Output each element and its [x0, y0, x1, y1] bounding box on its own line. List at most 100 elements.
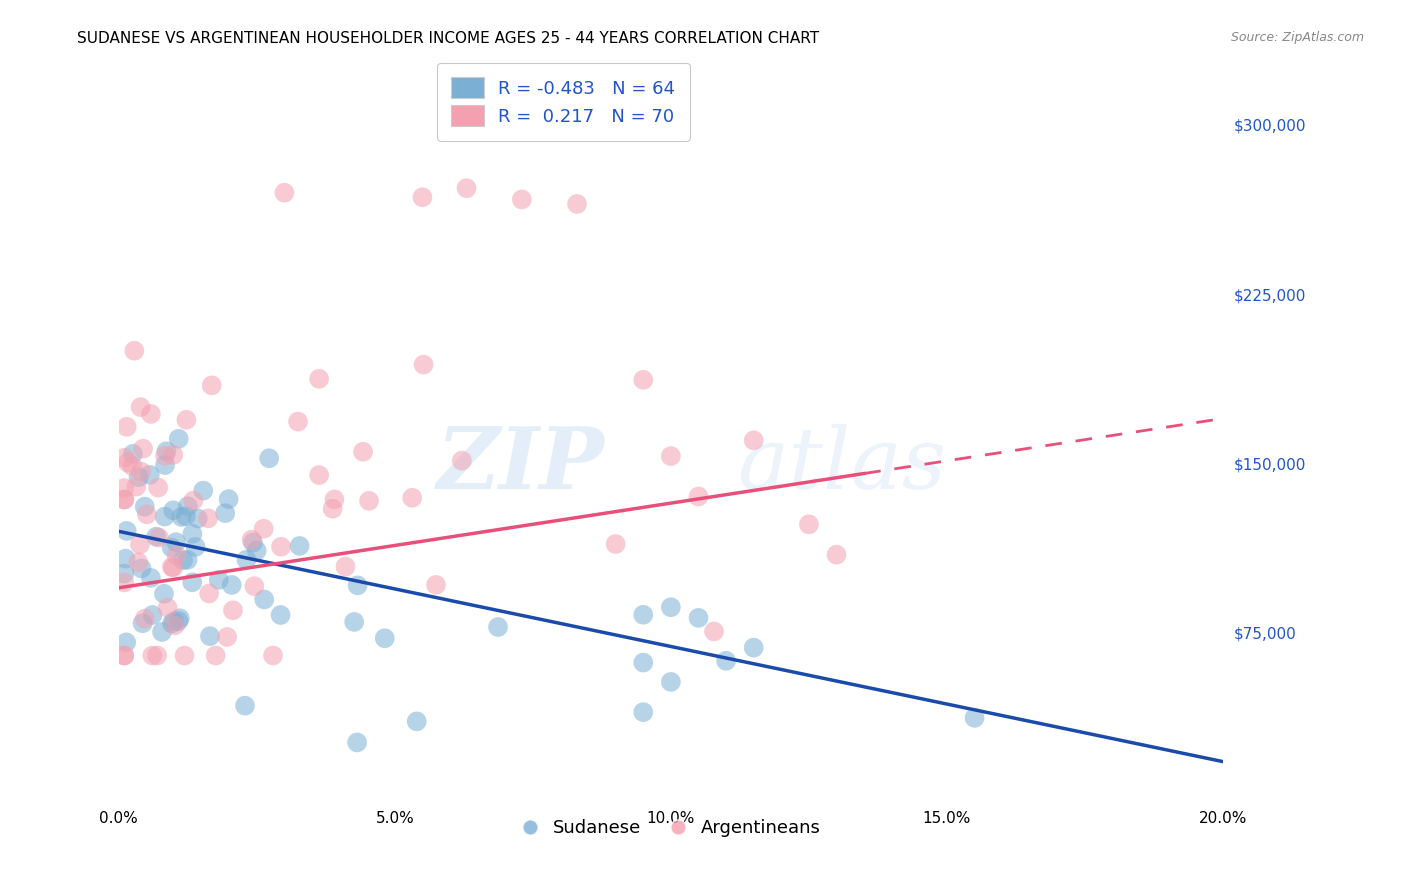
Point: [153, 509, 176, 524]
Point: [132, 442, 155, 456]
Point: [160, 616, 183, 631]
Point: [181, 493, 204, 508]
Point: [688, 490, 710, 504]
Point: [323, 492, 346, 507]
Point: [187, 511, 209, 525]
Point: [352, 444, 374, 458]
Point: [131, 561, 153, 575]
Point: [253, 592, 276, 607]
Text: ZIP: ZIP: [437, 423, 605, 507]
Point: [412, 358, 434, 372]
Point: [163, 618, 186, 632]
Point: [150, 624, 173, 639]
Point: [633, 656, 655, 670]
Point: [112, 566, 135, 581]
Point: [160, 559, 183, 574]
Point: [115, 635, 138, 649]
Point: [198, 586, 221, 600]
Point: [346, 578, 368, 592]
Point: [374, 632, 396, 646]
Point: [322, 501, 344, 516]
Point: [450, 453, 472, 467]
Point: [141, 648, 163, 663]
Point: [139, 467, 162, 482]
Point: [198, 629, 221, 643]
Point: [633, 705, 655, 719]
Point: [243, 579, 266, 593]
Point: [156, 600, 179, 615]
Point: [287, 415, 309, 429]
Point: [335, 559, 357, 574]
Point: [135, 508, 157, 522]
Point: [308, 468, 330, 483]
Point: [177, 499, 200, 513]
Point: [605, 537, 627, 551]
Point: [343, 615, 366, 629]
Point: [148, 531, 170, 545]
Point: [167, 614, 190, 628]
Point: [401, 491, 423, 505]
Point: [633, 607, 655, 622]
Point: [124, 343, 146, 358]
Point: [162, 503, 184, 517]
Point: [112, 492, 135, 507]
Point: [112, 492, 135, 507]
Text: atlas: atlas: [737, 424, 946, 506]
Point: [208, 573, 231, 587]
Point: [129, 465, 152, 479]
Point: [127, 555, 149, 569]
Point: [176, 553, 198, 567]
Point: [115, 419, 138, 434]
Point: [172, 553, 194, 567]
Point: [169, 611, 191, 625]
Point: [714, 654, 737, 668]
Point: [486, 620, 509, 634]
Point: [160, 541, 183, 555]
Point: [145, 530, 167, 544]
Point: [308, 372, 330, 386]
Point: [162, 448, 184, 462]
Point: [146, 481, 169, 495]
Point: [235, 552, 257, 566]
Point: [139, 571, 162, 585]
Point: [201, 378, 224, 392]
Point: [425, 578, 447, 592]
Point: [112, 450, 135, 465]
Point: [797, 517, 820, 532]
Point: [163, 615, 186, 629]
Point: [193, 483, 215, 498]
Point: [112, 481, 135, 495]
Point: [173, 648, 195, 663]
Point: [262, 648, 284, 663]
Point: [176, 413, 198, 427]
Point: [174, 509, 197, 524]
Point: [204, 648, 226, 663]
Point: [128, 470, 150, 484]
Point: [963, 711, 986, 725]
Point: [222, 603, 245, 617]
Point: [153, 458, 176, 472]
Point: [112, 648, 135, 663]
Point: [117, 456, 139, 470]
Point: [122, 447, 145, 461]
Point: [153, 449, 176, 463]
Point: [218, 492, 240, 507]
Point: [181, 575, 204, 590]
Point: [233, 698, 256, 713]
Point: [273, 186, 295, 200]
Text: Source: ZipAtlas.com: Source: ZipAtlas.com: [1230, 31, 1364, 45]
Point: [134, 500, 156, 514]
Point: [357, 494, 380, 508]
Point: [155, 444, 177, 458]
Point: [134, 612, 156, 626]
Point: [456, 181, 478, 195]
Point: [659, 674, 682, 689]
Point: [184, 540, 207, 554]
Point: [221, 578, 243, 592]
Point: [257, 451, 280, 466]
Point: [162, 560, 184, 574]
Point: [288, 539, 311, 553]
Point: [565, 197, 588, 211]
Point: [181, 526, 204, 541]
Point: [346, 735, 368, 749]
